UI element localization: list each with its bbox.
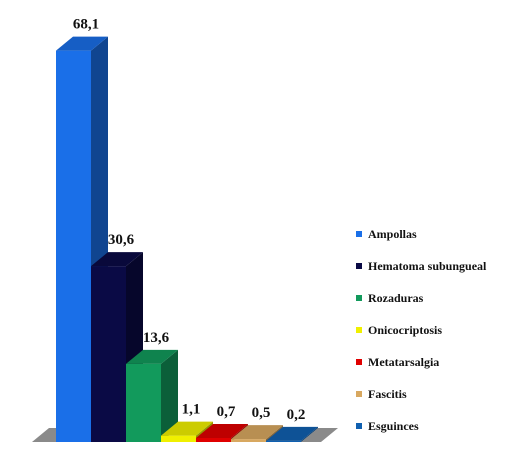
legend-swatch [356,327,362,333]
legend-swatch [356,391,362,397]
bar-top-rozaduras [126,349,178,364]
legend-label: Ampollas [368,226,417,241]
bar-front-hematoma-subungueal [91,266,126,442]
bar-front-onicocriptosis [161,435,196,442]
legend-label: Metatarsalgia [368,354,440,369]
value-label-fascitis: 0,5 [252,405,271,421]
legend-item-rozaduras: Rozaduras [356,290,423,306]
legend-item-fascitis: Fascitis [356,386,407,402]
legend-swatch [356,295,362,301]
bar-top-esguinces [266,426,318,441]
bar-top-onicocriptosis [161,421,213,436]
legend-swatch [356,423,362,429]
value-label-esguinces: 0,2 [287,407,306,423]
bar-side-esguinces [301,426,318,442]
legend-label: Rozaduras [368,290,424,305]
bar-top-fascitis [231,425,283,440]
bar-top-ampollas [56,36,108,51]
bar-front-fascitis [231,439,266,442]
legend-item-hematoma-subungueal: Hematoma subungueal [356,258,486,274]
legend-swatch [356,359,362,365]
value-label-ampollas: 68,1 [73,17,99,33]
legend-label: Onicocriptosis [368,322,442,337]
legend-label: Esguinces [368,418,419,433]
bar-top-metatarsalgia [196,423,248,438]
value-label-hematoma-subungueal: 30,6 [108,232,135,248]
bar-side-rozaduras [161,349,178,442]
bar-top-hematoma-subungueal [91,252,143,267]
value-label-rozaduras: 13,6 [143,330,170,346]
legend-item-esguinces: Esguinces [356,418,419,434]
legend-swatch [356,263,362,269]
legend-swatch [356,231,362,237]
bar-front-esguinces [266,440,301,442]
legend-item-onicocriptosis: Onicocriptosis [356,322,442,338]
bar-front-metatarsalgia [196,437,231,442]
legend-label: Hematoma subungueal [368,258,487,273]
value-label-metatarsalgia: 0,7 [217,404,236,420]
legend-item-ampollas: Ampollas [356,226,417,242]
value-label-onicocriptosis: 1,1 [182,402,201,418]
floor-right [301,428,338,442]
bar-front-ampollas [56,50,91,442]
legend-item-metatarsalgia: Metatarsalgia [356,354,439,370]
legend-label: Fascitis [368,386,407,401]
bar-front-rozaduras [126,363,161,442]
